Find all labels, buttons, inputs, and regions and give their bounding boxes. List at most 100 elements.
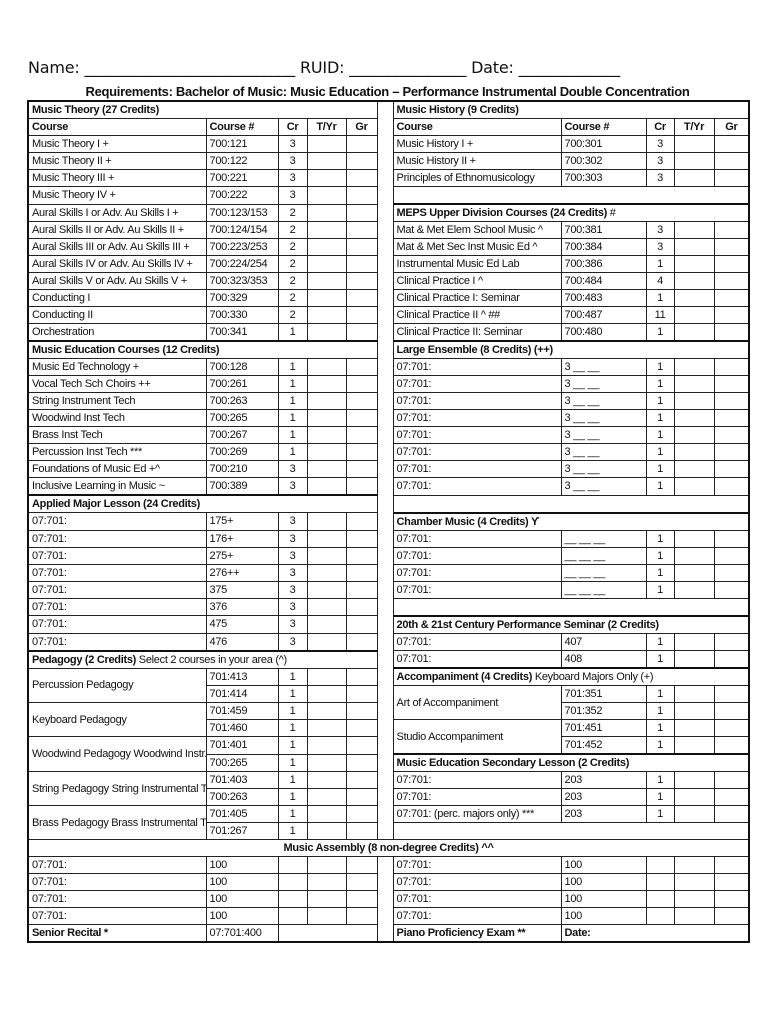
credits-field[interactable] [277,890,308,908]
grade-field[interactable] [345,512,378,531]
term-year-field[interactable] [673,632,715,651]
grade-field[interactable] [713,771,750,789]
term-year-field[interactable] [673,890,715,908]
term-year-field[interactable] [673,152,715,170]
grade-field[interactable] [345,907,378,925]
grade-field[interactable] [345,529,378,548]
grade-field[interactable] [713,169,750,187]
term-year-field[interactable] [673,255,715,273]
grade-field[interactable] [345,460,378,478]
ruid-field[interactable]: _______________ [349,58,467,77]
term-year-field[interactable] [673,460,715,478]
grade-field[interactable] [345,255,378,273]
term-year-field[interactable] [673,221,715,239]
grade-field[interactable] [345,667,378,686]
term-year-field[interactable] [306,409,347,427]
term-year-field[interactable] [306,152,347,170]
grade-field[interactable] [713,375,750,393]
grade-field[interactable] [345,753,378,772]
grade-field[interactable] [713,409,750,427]
term-year-field[interactable] [673,358,715,376]
term-year-field[interactable] [673,477,715,496]
term-year-field[interactable] [306,907,347,925]
grade-field[interactable] [345,135,378,153]
piano-exam-date-field[interactable]: Date: [560,924,750,943]
grade-field[interactable] [713,358,750,376]
term-year-field[interactable] [306,597,347,616]
term-year-field[interactable] [306,289,347,307]
grade-field[interactable] [345,736,378,755]
grade-field[interactable] [713,238,750,256]
grade-field[interactable] [345,238,378,256]
grade-field[interactable] [713,460,750,478]
grade-field[interactable] [713,135,750,153]
grade-field[interactable] [713,529,750,548]
grade-field[interactable] [345,477,378,496]
term-year-field[interactable] [673,736,715,755]
term-year-field[interactable] [673,563,715,582]
term-year-field[interactable] [673,409,715,427]
grade-field[interactable] [345,719,378,737]
senior-recital-field[interactable] [277,924,378,943]
grade-field[interactable] [345,771,378,789]
grade-field[interactable] [713,272,750,290]
term-year-field[interactable] [306,856,347,874]
term-year-field[interactable] [306,632,347,651]
credits-field[interactable] [645,907,675,925]
grade-field[interactable] [345,221,378,239]
grade-field[interactable] [713,392,750,410]
grade-field[interactable] [713,907,750,925]
term-year-field[interactable] [673,702,715,720]
term-year-field[interactable] [673,443,715,461]
term-year-field[interactable] [306,238,347,256]
grade-field[interactable] [713,719,750,737]
grade-field[interactable] [713,426,750,444]
grade-field[interactable] [345,856,378,874]
term-year-field[interactable] [306,272,347,290]
term-year-field[interactable] [306,306,347,324]
term-year-field[interactable] [673,375,715,393]
grade-field[interactable] [713,546,750,565]
grade-field[interactable] [713,580,750,599]
term-year-field[interactable] [306,221,347,239]
grade-field[interactable] [713,255,750,273]
term-year-field[interactable] [306,822,347,840]
term-year-field[interactable] [306,186,347,205]
grade-field[interactable] [713,685,750,703]
grade-field[interactable] [713,477,750,496]
term-year-field[interactable] [306,512,347,531]
name-field[interactable]: ___________________________ [84,58,296,77]
grade-field[interactable] [345,788,378,806]
term-year-field[interactable] [306,702,347,720]
term-year-field[interactable] [306,753,347,772]
term-year-field[interactable] [306,736,347,755]
term-year-field[interactable] [673,873,715,891]
grade-field[interactable] [345,152,378,170]
term-year-field[interactable] [306,615,347,634]
term-year-field[interactable] [673,306,715,324]
grade-field[interactable] [713,152,750,170]
grade-field[interactable] [345,426,378,444]
grade-field[interactable] [713,632,750,651]
term-year-field[interactable] [306,529,347,548]
term-year-field[interactable] [306,788,347,806]
term-year-field[interactable] [673,169,715,187]
term-year-field[interactable] [306,546,347,565]
date-field[interactable]: _____________ [518,58,621,77]
grade-field[interactable] [713,221,750,239]
term-year-field[interactable] [306,203,347,222]
grade-field[interactable] [345,186,378,205]
term-year-field[interactable] [306,255,347,273]
term-year-field[interactable] [673,856,715,874]
term-year-field[interactable] [673,323,715,342]
grade-field[interactable] [345,392,378,410]
term-year-field[interactable] [306,563,347,582]
grade-field[interactable] [345,597,378,616]
term-year-field[interactable] [673,392,715,410]
grade-field[interactable] [345,358,378,376]
grade-field[interactable] [345,580,378,599]
term-year-field[interactable] [673,771,715,789]
term-year-field[interactable] [306,873,347,891]
term-year-field[interactable] [306,135,347,153]
term-year-field[interactable] [673,546,715,565]
